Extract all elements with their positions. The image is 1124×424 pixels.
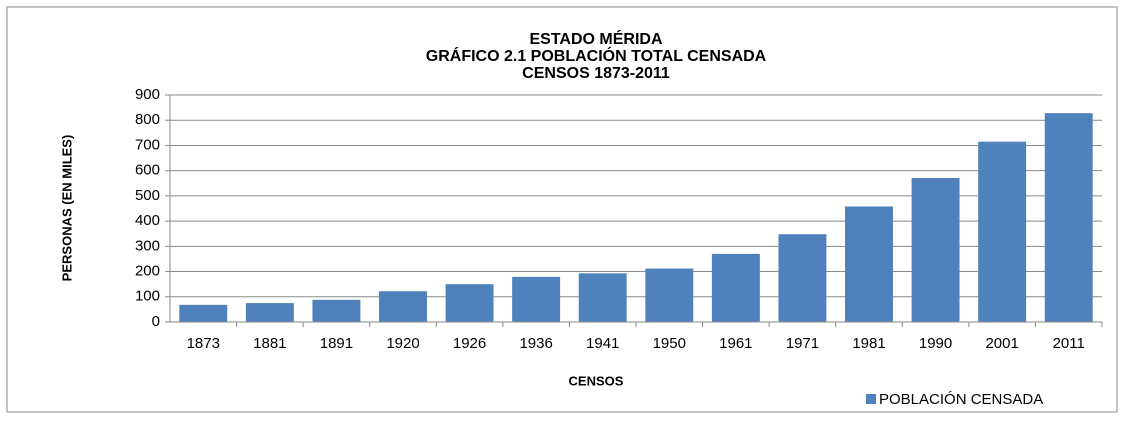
y-axis-label: PERSONAS (EN MILES) <box>59 135 74 282</box>
legend-swatch <box>866 394 876 404</box>
bar <box>379 291 427 322</box>
y-tick-label: 100 <box>135 288 160 305</box>
x-tick-label: 1971 <box>786 335 819 352</box>
bar <box>445 284 494 322</box>
x-tick-label: 1941 <box>586 335 619 352</box>
x-tick-label: 2001 <box>985 335 1018 352</box>
legend-label: POBLACIÓN CENSADA <box>879 391 1043 408</box>
bar <box>245 303 294 322</box>
bar <box>978 141 1027 322</box>
x-tick-label: 1950 <box>653 335 686 352</box>
x-axis-label: CENSOS <box>569 373 624 388</box>
y-tick-label: 500 <box>135 187 160 204</box>
bar <box>578 273 627 322</box>
y-tick-label: 400 <box>135 212 160 229</box>
bar <box>711 253 760 322</box>
y-tick-label: 900 <box>135 86 160 103</box>
bar <box>645 268 694 322</box>
x-tick-label: 2011 <box>1053 335 1085 352</box>
x-tick-label: 1873 <box>187 335 220 352</box>
bar <box>1044 113 1093 322</box>
x-tick-label: 1990 <box>919 335 952 352</box>
chart-frame <box>6 6 1118 413</box>
bar <box>845 206 893 322</box>
y-tick-label: 800 <box>135 111 160 128</box>
x-tick-label: 1881 <box>253 335 286 352</box>
x-tick-label: 1920 <box>386 335 419 352</box>
y-tick-label: 200 <box>135 263 160 280</box>
bar <box>911 177 960 322</box>
x-tick-label: 1891 <box>320 335 353 352</box>
chart-title: GRÁFICO 2.1 POBLACIÓN TOTAL CENSADA <box>426 46 767 65</box>
x-tick-label: 1926 <box>453 335 486 352</box>
y-tick-label: 0 <box>152 313 160 330</box>
chart-title: ESTADO MÉRIDA <box>529 29 662 48</box>
x-tick-label: 1981 <box>852 335 885 352</box>
y-tick-label: 700 <box>135 136 160 153</box>
bar <box>312 299 361 322</box>
y-tick-label: 600 <box>135 162 160 179</box>
bar <box>179 304 228 322</box>
x-tick-label: 1961 <box>719 335 752 352</box>
x-tick-label: 1936 <box>519 335 552 352</box>
bar <box>778 234 827 322</box>
chart-title: CENSOS 1873-2011 <box>522 65 670 82</box>
y-tick-label: 300 <box>135 237 160 254</box>
bar <box>512 276 561 322</box>
